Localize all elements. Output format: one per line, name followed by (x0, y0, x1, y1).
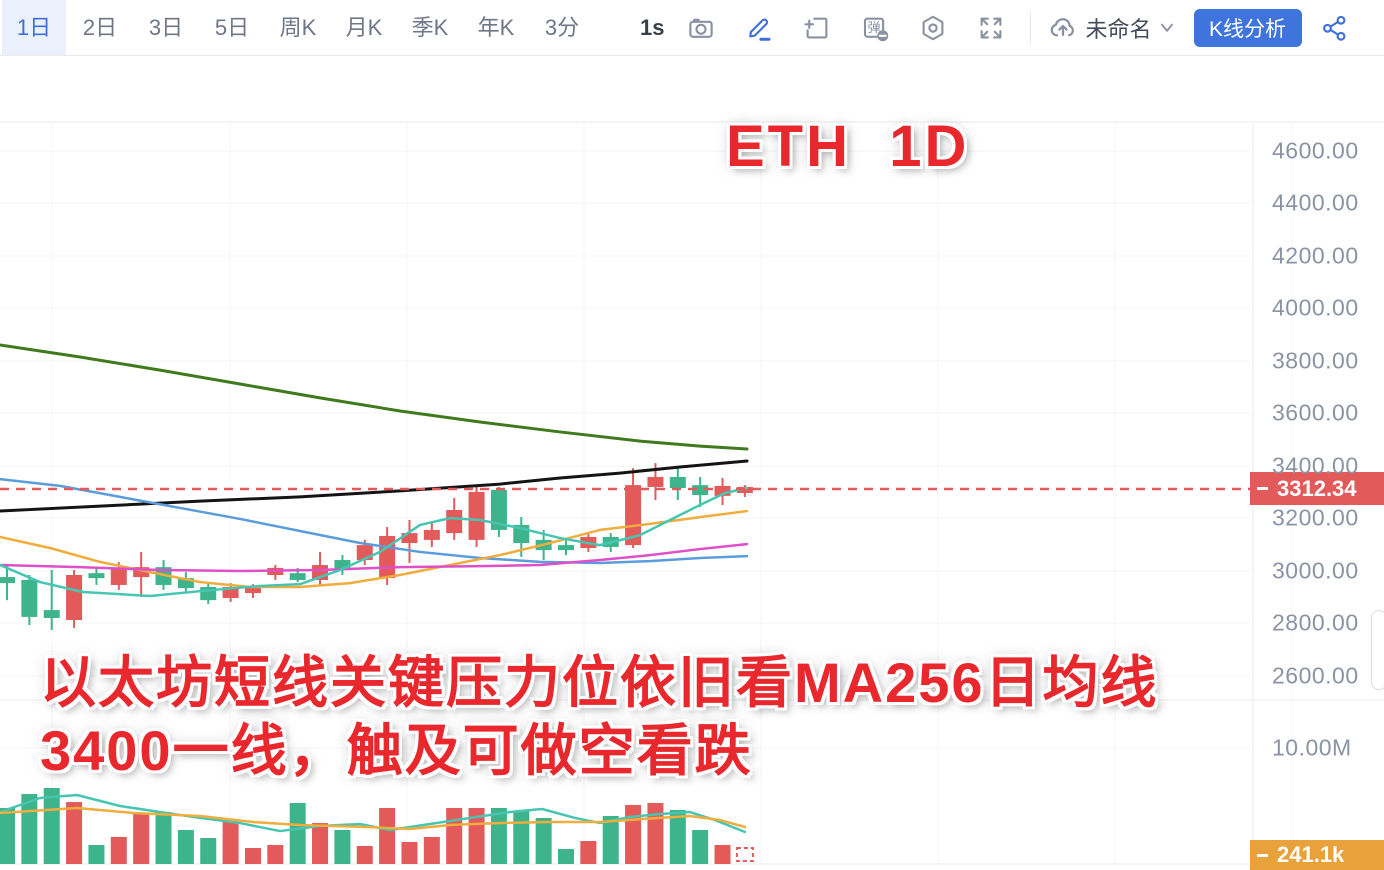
axis-label-3400.00: 3400.00 (1272, 452, 1359, 479)
axis-label-4400.00: 4400.00 (1272, 189, 1359, 216)
price-tick-mark (1257, 487, 1268, 490)
axis-label-3000.00: 3000.00 (1272, 557, 1359, 584)
add-frame-icon (804, 17, 828, 38)
layout-name: 未命名 (1085, 16, 1152, 42)
axis-label-4600.00: 4600.00 (1272, 137, 1359, 164)
timeframe-2日[interactable]: 2日 (82, 15, 118, 40)
current-volume-badge: 241.1k (1250, 840, 1384, 870)
danmaku-off-icon: 弹 (864, 17, 889, 41)
axis-label-3200.00: 3200.00 (1272, 504, 1359, 531)
annotation-symbol-timeframe: ETH 1D (726, 114, 970, 179)
timeframe-5日[interactable]: 5日 (214, 15, 250, 40)
annotation-analysis-line2: 3400一线，触及可做空看跌 (40, 719, 753, 782)
timeframe-3分[interactable]: 3分 (544, 15, 580, 40)
axis-scroll-handle[interactable] (1371, 610, 1384, 690)
annotation-analysis-line1: 以太坊短线关键压力位依旧看MA256日均线 (40, 651, 1159, 714)
camera-icon (689, 18, 714, 38)
timeframe-月K[interactable]: 月K (345, 15, 383, 40)
axis-label-4200.00: 4200.00 (1272, 242, 1359, 269)
kline-analysis-button[interactable]: K线分析 (1193, 8, 1302, 47)
screenshot-button[interactable] (684, 11, 718, 45)
save-layout-control[interactable]: 未命名 (1047, 12, 1173, 44)
axis-label-2600.00: 2600.00 (1272, 662, 1359, 689)
settings-button[interactable] (916, 11, 950, 45)
axis-label-3800.00: 3800.00 (1272, 347, 1359, 374)
axis-label-2800.00: 2800.00 (1272, 609, 1359, 636)
interval-button[interactable]: 1s (640, 14, 665, 40)
toolbar: 1日 2日 3日 5日 周K 月K 季K 年K 3分 1s (0, 0, 1384, 56)
timeframe-3日[interactable]: 3日 (148, 15, 184, 40)
hexagon-settings-icon (923, 15, 944, 40)
timeframe-1日[interactable]: 1日 (2, 0, 66, 55)
volume-tick-mark (1257, 853, 1268, 857)
share-icon (1322, 15, 1345, 41)
timeframe-季K[interactable]: 季K (411, 15, 449, 40)
chevron-down-icon (1160, 23, 1173, 32)
axis-label-3600.00: 3600.00 (1272, 399, 1359, 426)
cloud-upload-icon (1051, 17, 1075, 36)
axis-label-10.00M: 10.00M (1272, 734, 1352, 761)
timeframe-周K[interactable]: 周K (279, 15, 317, 40)
add-pane-button[interactable] (800, 11, 834, 45)
share-button[interactable] (1318, 11, 1352, 45)
toolbar-divider (1030, 12, 1032, 43)
fullscreen-button[interactable] (974, 11, 1008, 45)
axis-label-4000.00: 4000.00 (1272, 294, 1359, 321)
expand-icon (981, 17, 1002, 38)
current-volume-value: 241.1k (1277, 842, 1345, 867)
timeframe-年K[interactable]: 年K (477, 15, 515, 40)
svg-text:弹: 弹 (868, 20, 881, 35)
current-price-badge: 3312.34 (1250, 472, 1384, 505)
draw-tool-button[interactable] (742, 11, 776, 45)
current-price-value: 3312.34 (1277, 475, 1357, 501)
pencil-icon (749, 18, 771, 41)
danmaku-toggle-button[interactable]: 弹 (858, 11, 892, 45)
timeframe-group: 1日 2日 3日 5日 周K 月K 季K 年K 3分 (2, 0, 594, 55)
